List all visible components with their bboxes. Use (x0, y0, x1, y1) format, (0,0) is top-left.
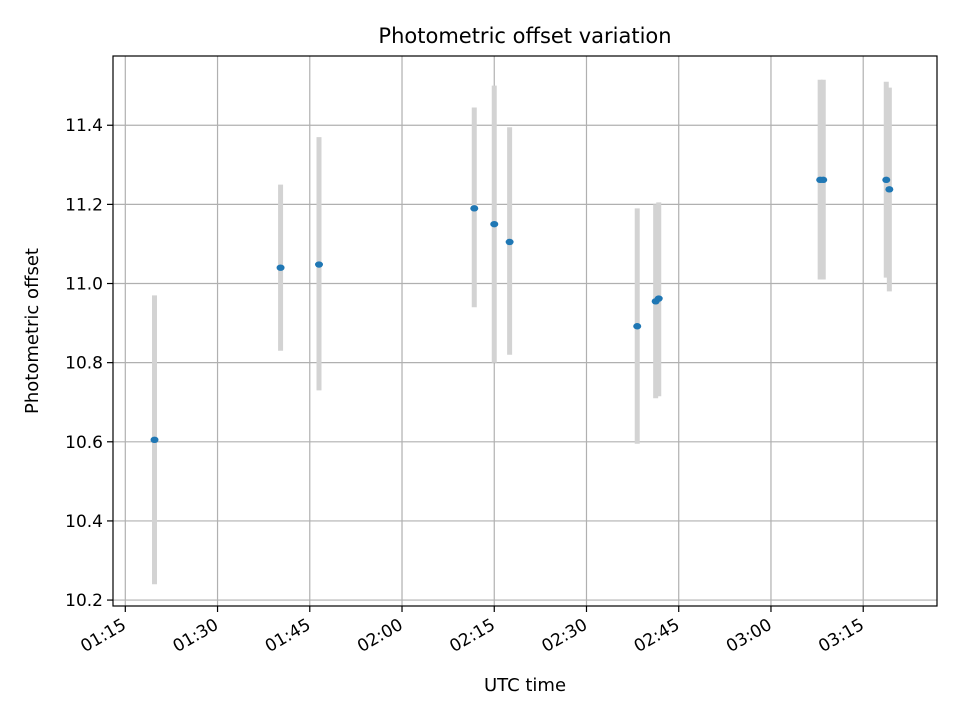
data-point (633, 323, 642, 330)
data-point (276, 264, 285, 271)
plot-frame (112, 55, 938, 607)
chart-title: Photometric offset variation (378, 24, 671, 48)
y-tick-label: 10.6 (65, 433, 103, 453)
data-point (654, 295, 663, 302)
y-axis-title: Photometric offset (22, 248, 43, 414)
data-point (505, 238, 514, 246)
data-point (885, 186, 894, 193)
data-point (490, 220, 499, 228)
data-point (819, 176, 828, 184)
y-tick-label: 10.2 (65, 591, 103, 611)
data-point (470, 205, 479, 212)
y-tick-label: 10.8 (65, 354, 103, 374)
y-axis-ticks: 10.2 10.4 10.6 10.8 11.0 11.2 11.4 (65, 116, 113, 611)
y-tick-label: 10.4 (65, 512, 103, 532)
data-points (150, 176, 894, 444)
y-tick-label: 11.0 (65, 275, 103, 295)
y-tick-label: 11.2 (65, 195, 103, 215)
data-point (315, 261, 323, 268)
data-point (882, 176, 891, 184)
y-tick-label: 11.4 (65, 116, 103, 136)
data-point (150, 436, 159, 444)
x-axis-title: UTC time (484, 675, 566, 696)
